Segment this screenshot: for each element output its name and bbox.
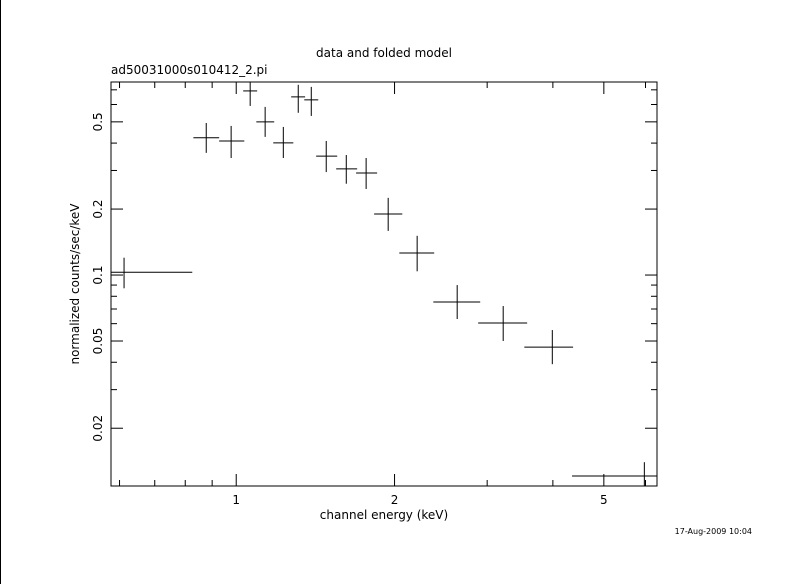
x-axis-label: channel energy (keV) [320, 508, 448, 522]
y-tick-label: 0.5 [91, 112, 105, 131]
plot-frame [110, 81, 658, 487]
y-tick-label: 0.1 [91, 265, 105, 284]
y-tick-label: 0.05 [91, 328, 105, 355]
timestamp: 17-Aug-2009 10:04 [675, 527, 752, 536]
x-tick-label: 1 [232, 493, 240, 507]
y-tick-label: 0.02 [91, 415, 105, 442]
chart-title: data and folded model [316, 46, 452, 60]
x-tick-label: 5 [600, 493, 608, 507]
y-axis-label: normalized counts/sec/keV [68, 203, 82, 365]
x-tick-label: 2 [391, 493, 399, 507]
chart-subtitle: ad50031000s010412_2.pi [111, 63, 268, 77]
y-tick-label: 0.2 [91, 200, 105, 219]
